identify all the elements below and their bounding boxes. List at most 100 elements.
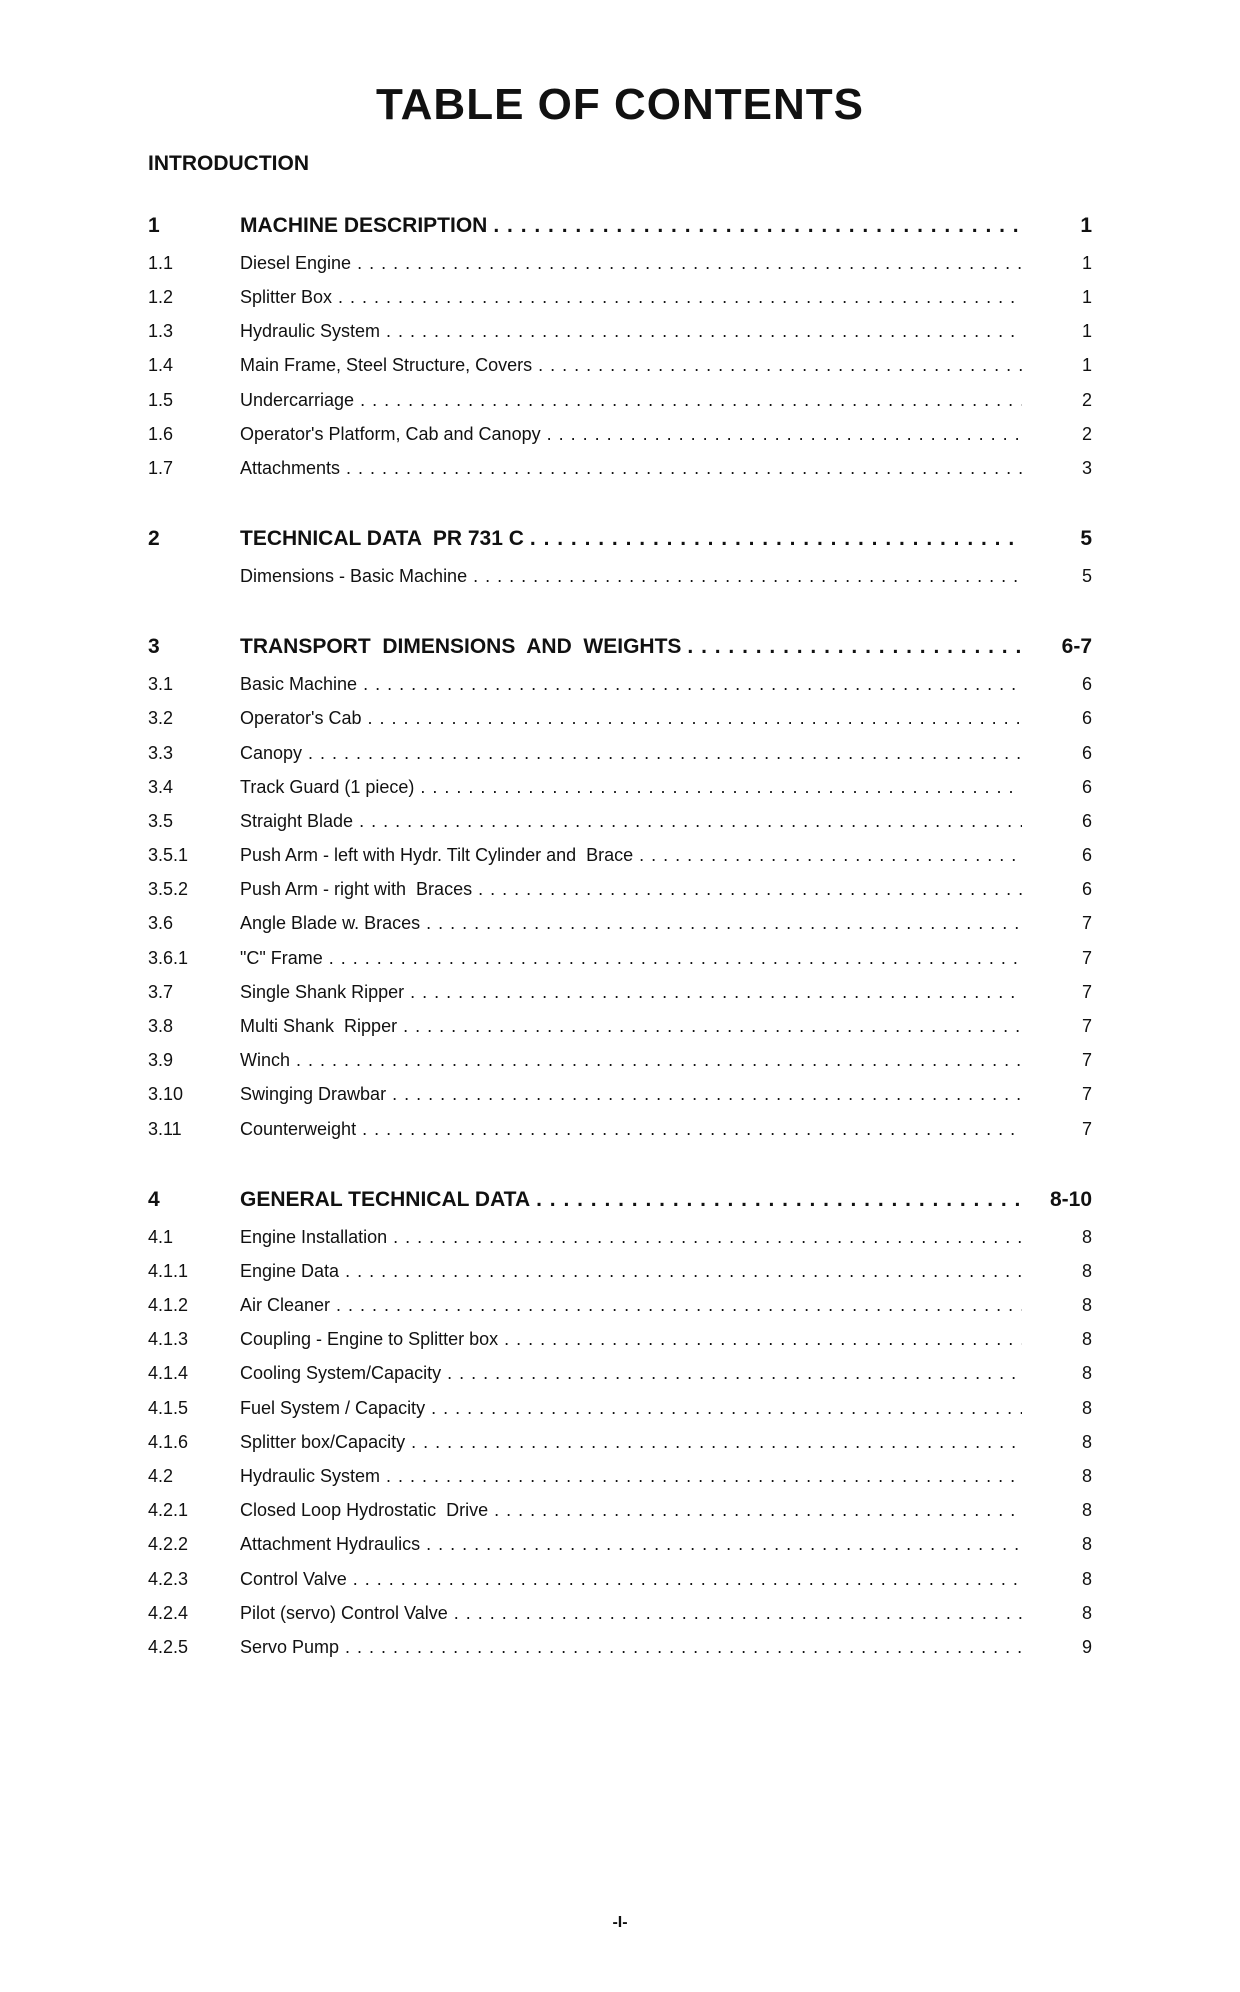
toc-row: Dimensions - Basic Machine5 [148,559,1092,593]
toc-page-number: 1 [1028,314,1092,348]
toc-label: Fuel System / Capacity [240,1391,425,1425]
toc-page-number: 8 [1028,1288,1092,1322]
toc-leader-dots [360,383,1022,417]
toc-row: 4.2.3Control Valve8 [148,1562,1092,1596]
toc-label: GENERAL TECHNICAL DATA [240,1180,530,1220]
toc-page-number: 8 [1028,1254,1092,1288]
toc-label: Attachments [240,451,340,485]
toc-row: 4.1.2Air Cleaner 8 [148,1288,1092,1322]
toc-label: Undercarriage [240,383,354,417]
toc-label: Multi Shank Ripper [240,1009,397,1043]
toc-page-number: 7 [1028,906,1092,940]
toc-row: 1.6Operator's Platform, Cab and Canopy2 [148,417,1092,451]
toc-page-number: 8 [1028,1527,1092,1561]
toc-leader-dots [345,1254,1022,1288]
toc-leader-dots [362,1112,1022,1146]
toc-leader-dots [345,1630,1022,1664]
toc-number: 4.1 [148,1220,240,1254]
toc-page-number: 1 [1028,280,1092,314]
toc-label: Pilot (servo) Control Valve [240,1596,448,1630]
toc-number: 3.7 [148,975,240,1009]
toc-label: MACHINE DESCRIPTION [240,206,487,246]
page-title: TABLE OF CONTENTS [148,80,1092,130]
toc-number: 3.8 [148,1009,240,1043]
toc-label: "C" Frame [240,941,323,975]
toc-page-number: 6 [1028,838,1092,872]
toc-row: 3.1Basic Machine6 [148,667,1092,701]
toc-number: 4.1.5 [148,1391,240,1425]
toc-number: 3.5.2 [148,872,240,906]
toc-label: Engine Installation [240,1220,387,1254]
toc-label: Dimensions - Basic Machine [240,559,467,593]
toc-row: 3.4Track Guard (1 piece)6 [148,770,1092,804]
toc-page-number: 2 [1028,417,1092,451]
toc-leader-dots [639,838,1022,872]
toc-row: 3.5.2Push Arm - right with Braces6 [148,872,1092,906]
toc-row: 4.2.5Servo Pump9 [148,1630,1092,1664]
toc-page-number: 6 [1028,736,1092,770]
toc-number: 3.11 [148,1112,240,1146]
toc-page-number: 7 [1028,941,1092,975]
toc-label: Main Frame, Steel Structure, Covers [240,348,532,382]
toc-leader-dots [346,451,1022,485]
toc-page-number: 8 [1028,1596,1092,1630]
toc-section-gap [148,1146,1092,1180]
toc-number: 1.2 [148,280,240,314]
toc-label: Operator's Cab [240,701,362,735]
toc-number: 3.2 [148,701,240,735]
toc-row-heading: 3TRANSPORT DIMENSIONS AND WEIGHTS6-7 [148,627,1092,667]
toc-row: 4.2Hydraulic System8 [148,1459,1092,1493]
toc-row: 1.5Undercarriage2 [148,383,1092,417]
toc-row: 3.6Angle Blade w. Braces7 [148,906,1092,940]
toc-number: 2 [148,519,240,559]
toc-label: Splitter Box [240,280,332,314]
toc-row: 3.5.1Push Arm - left with Hydr. Tilt Cyl… [148,838,1092,872]
toc-leader-dots [359,804,1022,838]
toc-number: 1 [148,206,240,246]
toc-page-number: 7 [1028,975,1092,1009]
toc-number: 4.1.2 [148,1288,240,1322]
toc-row: 3.6.1"C" Frame7 [148,941,1092,975]
toc-leader-dots [426,906,1022,940]
toc-leader-dots [386,314,1022,348]
toc-leader-dots [363,667,1022,701]
page-number-footer: -I- [148,1914,1092,1932]
toc-label: Operator's Platform, Cab and Canopy [240,417,541,451]
toc-section-gap [148,485,1092,519]
toc-leader-dots [329,941,1022,975]
toc-number: 4.2.3 [148,1562,240,1596]
toc-number: 4.2.1 [148,1493,240,1527]
toc-page-number: 7 [1028,1009,1092,1043]
toc-number: 4.2.5 [148,1630,240,1664]
toc-row: 1.2Splitter Box 1 [148,280,1092,314]
toc-leader-dots [530,519,1022,559]
toc-row-heading: 4GENERAL TECHNICAL DATA8-10 [148,1180,1092,1220]
toc-intro-heading: INTRODUCTION [148,152,1092,176]
toc-row-heading: 1MACHINE DESCRIPTION1 [148,206,1092,246]
toc-number: 3.5.1 [148,838,240,872]
toc-page-number: 6 [1028,770,1092,804]
toc-label: Air Cleaner [240,1288,330,1322]
toc-row-heading: 2TECHNICAL DATA PR 731 C5 [148,519,1092,559]
toc-page-number: 1 [1028,246,1092,280]
toc-label: Canopy [240,736,302,770]
toc-leader-dots [420,770,1022,804]
toc-label: Angle Blade w. Braces [240,906,420,940]
toc-leader-dots [368,701,1023,735]
toc-number: 3.4 [148,770,240,804]
toc-label: Swinging Drawbar [240,1077,386,1111]
toc-row: 3.7Single Shank Ripper7 [148,975,1092,1009]
toc-page-number: 8 [1028,1356,1092,1390]
toc-page-number: 3 [1028,451,1092,485]
toc-row: 3.2Operator's Cab6 [148,701,1092,735]
toc-number: 1.4 [148,348,240,382]
toc-row: 3.10Swinging Drawbar7 [148,1077,1092,1111]
toc-row: 3.5Straight Blade6 [148,804,1092,838]
toc-leader-dots [687,627,1022,667]
toc-leader-dots [447,1356,1022,1390]
toc-page-number: 8 [1028,1220,1092,1254]
toc-label: Hydraulic System [240,314,380,348]
toc-leader-dots [308,736,1022,770]
toc-row: 4.1.5Fuel System / Capacity8 [148,1391,1092,1425]
toc-leader-dots [392,1077,1022,1111]
